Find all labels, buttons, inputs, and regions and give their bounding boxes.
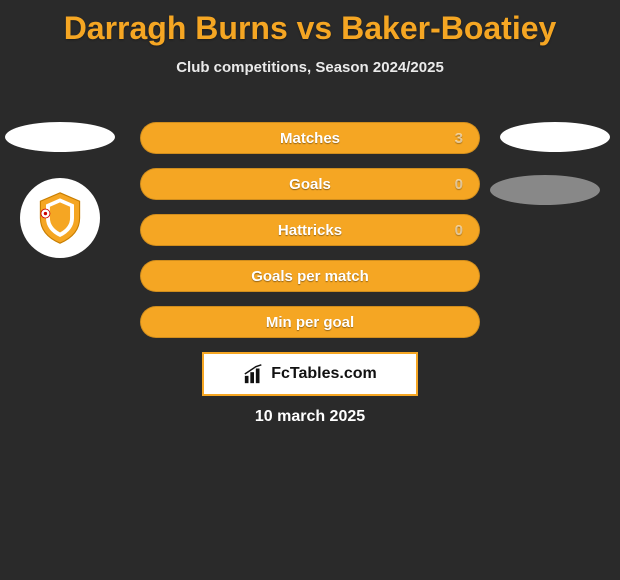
- stat-row-hattricks: Hattricks 0: [140, 214, 480, 246]
- stat-value: 0: [455, 222, 463, 239]
- stat-row-goals-per-match: Goals per match: [140, 260, 480, 292]
- club-badge: [20, 178, 100, 258]
- brand-text: FcTables.com: [271, 365, 377, 383]
- stat-label: Goals: [289, 176, 331, 193]
- player-right-oval-1: [500, 122, 610, 152]
- stat-row-min-per-goal: Min per goal: [140, 306, 480, 338]
- brand-box: FcTables.com: [202, 352, 418, 396]
- stat-value: 0: [455, 176, 463, 193]
- stat-value: 3: [455, 130, 463, 147]
- stats-container: Matches 3 Goals 0 Hattricks 0 Goals per …: [140, 122, 480, 352]
- stat-label: Matches: [280, 130, 340, 147]
- shield-icon: [32, 190, 88, 246]
- stat-row-matches: Matches 3: [140, 122, 480, 154]
- page-title: Darragh Burns vs Baker-Boatiey: [0, 0, 620, 47]
- stat-row-goals: Goals 0: [140, 168, 480, 200]
- subtitle: Club competitions, Season 2024/2025: [0, 59, 620, 76]
- stat-label: Min per goal: [266, 314, 354, 331]
- stat-label: Hattricks: [278, 222, 342, 239]
- player-left-oval-1: [5, 122, 115, 152]
- stat-label: Goals per match: [251, 268, 369, 285]
- player-right-oval-2: [490, 175, 600, 205]
- date-label: 10 march 2025: [0, 408, 620, 426]
- bar-chart-icon: [243, 363, 265, 385]
